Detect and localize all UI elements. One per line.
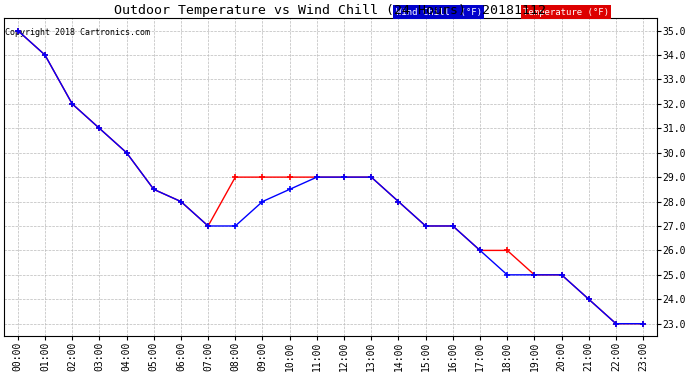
Text: Temperature (°F): Temperature (°F)	[523, 8, 609, 17]
Text: Wind Chill  (°F): Wind Chill (°F)	[396, 8, 482, 17]
Text: Copyright 2018 Cartronics.com: Copyright 2018 Cartronics.com	[6, 28, 150, 37]
Title: Outdoor Temperature vs Wind Chill (24 Hours)  20181112: Outdoor Temperature vs Wind Chill (24 Ho…	[115, 4, 546, 17]
